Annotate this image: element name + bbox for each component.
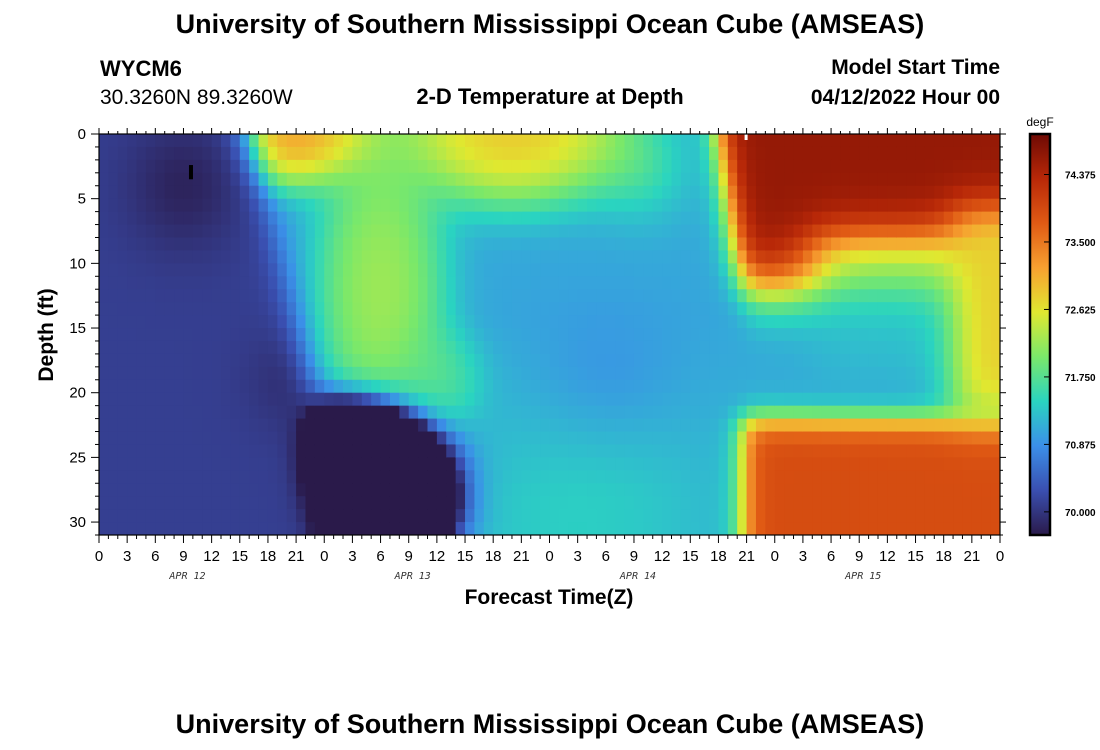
date-label: APR 14 — [619, 571, 656, 582]
y-tick-label: 0 — [78, 126, 86, 143]
x-tick-label: 15 — [907, 548, 924, 565]
x-tick-label: 12 — [654, 548, 671, 565]
x-tick-label: 18 — [935, 548, 952, 565]
x-tick-label: 6 — [827, 548, 835, 565]
page-title: University of Southern Mississippi Ocean… — [175, 9, 925, 39]
x-tick-label: 21 — [738, 548, 755, 565]
date-label: APR 15 — [844, 571, 881, 582]
y-axis-title: Depth (ft) — [35, 288, 58, 381]
station-coordinates: 30.3260N 89.3260W — [100, 86, 293, 109]
x-tick-label: 3 — [348, 548, 356, 565]
x-tick-label: 0 — [771, 548, 779, 565]
footer-title: University of Southern Mississippi Ocean… — [175, 709, 925, 739]
model-start-label: Model Start Time — [831, 56, 1000, 79]
y-tick-label: 20 — [69, 385, 86, 402]
x-tick-label: 12 — [879, 548, 896, 565]
x-tick-label: 3 — [123, 548, 131, 565]
x-tick-label: 0 — [996, 548, 1004, 565]
y-tick-label: 15 — [69, 320, 86, 337]
station-id: WYCM6 — [100, 56, 182, 81]
x-axis-title: Forecast Time(Z) — [465, 586, 634, 609]
colorbar-tick-label: 73.500 — [1065, 238, 1096, 249]
x-tick-label: 6 — [151, 548, 159, 565]
x-tick-label: 18 — [260, 548, 277, 565]
x-tick-label: 9 — [179, 548, 187, 565]
colorbar-tick-label: 70.000 — [1065, 508, 1096, 519]
x-tick-label: 21 — [513, 548, 530, 565]
surface-marker-icon — [744, 134, 748, 140]
y-tick-label: 30 — [69, 514, 86, 531]
x-tick-label: 12 — [429, 548, 446, 565]
x-tick-label: 18 — [485, 548, 502, 565]
y-tick-label: 25 — [69, 449, 86, 466]
model-start-value: 04/12/2022 Hour 00 — [810, 86, 1000, 109]
x-tick-label: 15 — [231, 548, 248, 565]
x-tick-label: 9 — [630, 548, 638, 565]
x-tick-label: 15 — [682, 548, 699, 565]
x-tick-label: 15 — [457, 548, 474, 565]
x-tick-label: 21 — [288, 548, 305, 565]
x-tick-label: 21 — [964, 548, 981, 565]
colorbar-tick-label: 72.625 — [1065, 305, 1096, 316]
x-tick-label: 18 — [710, 548, 727, 565]
x-tick-label: 12 — [203, 548, 220, 565]
colorbar-unit: degF — [1026, 115, 1053, 129]
x-tick-label: 3 — [573, 548, 581, 565]
colorbar-tick-label: 70.875 — [1065, 440, 1096, 451]
x-tick-label: 0 — [545, 548, 553, 565]
date-label: APR 12 — [168, 571, 205, 582]
colorbar-tick-label: 74.375 — [1065, 170, 1096, 181]
x-tick-label: 9 — [855, 548, 863, 565]
colorbar-tick-label: 71.750 — [1065, 373, 1096, 384]
x-tick-label: 0 — [95, 548, 103, 565]
plot-title: 2-D Temperature at Depth — [416, 84, 684, 109]
x-tick-label: 3 — [799, 548, 807, 565]
station-marker-icon — [188, 165, 193, 180]
colorbar — [1028, 132, 1052, 537]
date-label: APR 13 — [394, 571, 431, 582]
x-tick-label: 9 — [405, 548, 413, 565]
x-tick-label: 6 — [376, 548, 384, 565]
x-tick-label: 0 — [320, 548, 328, 565]
y-tick-label: 10 — [69, 255, 86, 272]
y-tick-label: 5 — [78, 191, 86, 208]
x-tick-label: 6 — [602, 548, 610, 565]
heatmap-field — [99, 134, 1000, 535]
